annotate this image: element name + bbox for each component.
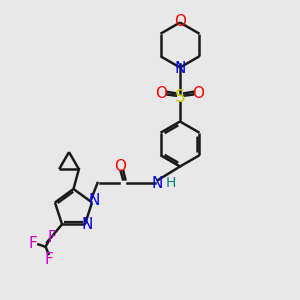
Text: O: O [193,85,205,100]
Text: F: F [48,230,56,245]
Text: S: S [175,88,185,106]
Text: H: H [166,176,176,190]
Text: F: F [28,236,37,251]
Text: N: N [89,194,100,208]
Text: N: N [82,217,93,232]
Text: F: F [44,252,53,267]
Text: N: N [174,61,186,76]
Text: N: N [152,176,163,190]
Text: O: O [115,159,127,174]
Text: O: O [155,85,167,100]
Text: O: O [174,14,186,29]
